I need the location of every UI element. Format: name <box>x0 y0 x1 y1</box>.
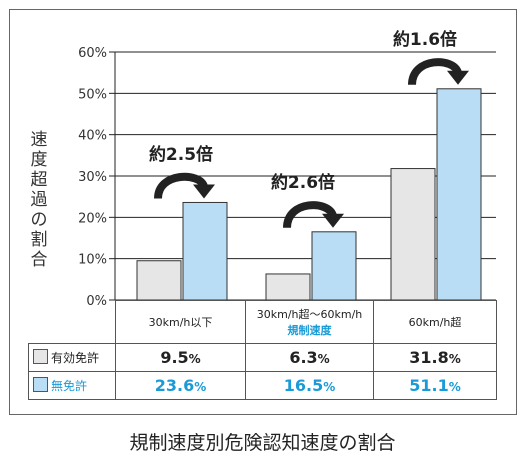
table-row-blue: 無免許 23.6% 16.5% 51.1% <box>28 371 497 400</box>
y-tick-label: 20% <box>78 211 107 226</box>
legend-label-gray: 有効免許 <box>51 351 100 365</box>
value-gray-3: 31.8% <box>373 343 497 372</box>
chart-caption: 規制速度別危険認知速度の割合 <box>129 432 396 454</box>
ratio-arrowhead-3 <box>447 70 469 85</box>
y-axis-label-char: の <box>30 210 48 230</box>
ratio-label-2: 約2.6倍 <box>271 172 335 193</box>
ratio-arrow-2 <box>283 201 337 229</box>
ratio-arrowhead-1 <box>193 184 215 199</box>
value-blue-2: 16.5% <box>245 371 374 400</box>
value-blue-1: 23.6% <box>115 371 246 400</box>
data-table: 30km/h以下 30km/h超〜60km/h 規制速度 60km/h超 有効免許… <box>28 300 497 400</box>
bar-gray-3 <box>390 168 436 301</box>
legend-blue: 無免許 <box>28 371 116 400</box>
category-row: 30km/h以下 30km/h超〜60km/h 規制速度 60km/h超 <box>28 300 497 344</box>
ratio-arrowhead-2 <box>322 213 344 228</box>
legend-swatch-gray <box>33 349 48 364</box>
bar-blue-2 <box>311 231 357 301</box>
bar-blue-3 <box>436 88 482 301</box>
value-gray-2: 6.3% <box>245 343 374 372</box>
y-tick-label: 30% <box>78 170 107 185</box>
ratio-arrow-1 <box>154 172 208 200</box>
bar-gray-2 <box>265 273 311 301</box>
category-cell-1: 30km/h以下 <box>115 300 246 344</box>
legend-gray: 有効免許 <box>28 343 116 372</box>
ratio-arrow-3 <box>408 58 462 86</box>
y-tick-label: 40% <box>78 129 107 144</box>
y-axis-label-char: 度 <box>30 150 48 170</box>
legend-label-blue: 無免許 <box>51 379 88 393</box>
y-axis-label-char: 過 <box>30 190 48 210</box>
y-axis-label-char: 速 <box>30 130 48 150</box>
y-tick-label: 50% <box>78 87 107 102</box>
category-cell-2: 30km/h超〜60km/h 規制速度 <box>245 300 374 344</box>
y-axis-label-char: 合 <box>30 250 48 270</box>
y-axis-label-char: 割 <box>30 230 48 250</box>
value-blue-3: 51.1% <box>373 371 497 400</box>
bar-blue-1 <box>182 201 228 301</box>
y-tick-label: 10% <box>78 253 107 268</box>
table-corner <box>28 300 116 344</box>
bar-gray-1 <box>136 260 182 301</box>
legend-swatch-blue <box>33 377 48 392</box>
table-row-gray: 有効免許 9.5% 6.3% 31.8% <box>28 343 497 372</box>
value-gray-1: 9.5% <box>115 343 246 372</box>
ratio-label-3: 約1.6倍 <box>393 29 457 50</box>
category-cell-3: 60km/h超 <box>373 300 497 344</box>
y-axis-label-char: 超 <box>30 170 48 190</box>
y-tick-label: 60% <box>78 46 107 61</box>
ratio-label-1: 約2.5倍 <box>149 144 213 165</box>
